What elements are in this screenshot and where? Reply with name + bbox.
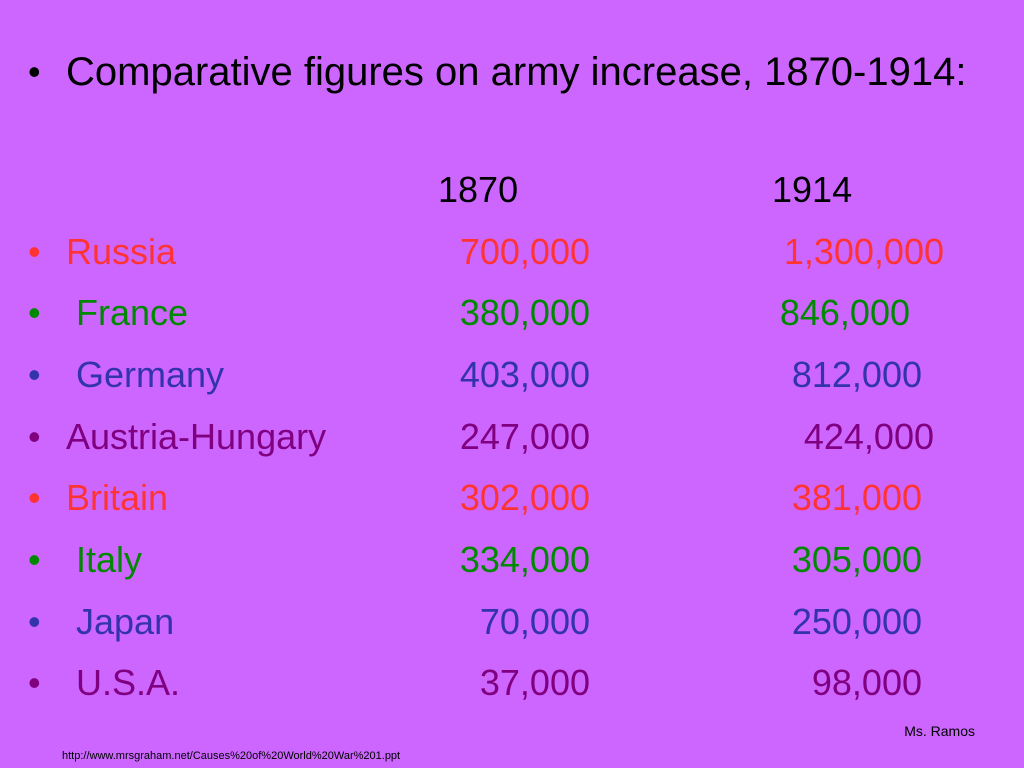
table-row: • Britain 302,000 381,000 — [0, 476, 1024, 528]
value-1914: 98,000 — [811, 662, 922, 703]
table-row: • Russia 700,000 1,300,000 — [0, 230, 1024, 282]
value-1914: 305,000 — [791, 539, 922, 580]
country-name: Germany — [66, 354, 225, 395]
source-url: http://www.mrsgraham.net/Causes%20of%20W… — [62, 750, 401, 762]
country-name: Austria-Hungary — [66, 416, 327, 457]
table-row: • Austria-Hungary 247,000 424,000 — [0, 415, 1024, 467]
table-row: • Italy 334,000 305,000 — [0, 538, 1024, 590]
table-row: • France 380,000 846,000 — [0, 291, 1024, 343]
row-bullet: • — [28, 416, 41, 457]
table-row: • U.S.A. 37,000 98,000 — [0, 661, 1024, 713]
value-1914: 1,300,000 — [783, 231, 944, 272]
country-name: Britain — [66, 477, 169, 518]
author-credit: Ms. Ramos — [904, 723, 975, 739]
row-bullet: • — [28, 662, 41, 703]
row-bullet: • — [28, 601, 41, 642]
value-1870: 37,000 — [479, 662, 590, 703]
row-bullet: • — [28, 231, 41, 272]
value-1870: 247,000 — [459, 416, 590, 457]
value-1914: 812,000 — [791, 354, 922, 395]
row-bullet: • — [28, 539, 41, 580]
value-1914: 424,000 — [803, 416, 934, 457]
value-1870: 302,000 — [459, 477, 590, 518]
value-1914: 250,000 — [791, 601, 922, 642]
value-1870: 334,000 — [459, 539, 590, 580]
title-bullet: • — [28, 51, 41, 92]
table-row: • Germany 403,000 812,000 — [0, 353, 1024, 405]
country-name: Japan — [66, 601, 175, 642]
table-row: • Japan 70,000 250,000 — [0, 600, 1024, 652]
row-bullet: • — [28, 477, 41, 518]
row-bullet: • — [28, 292, 41, 333]
country-name: Russia — [66, 231, 177, 272]
row-bullet: • — [28, 354, 41, 395]
value-1914: 381,000 — [791, 477, 922, 518]
country-name: Italy — [66, 539, 143, 580]
slide-title: Comparative figures on army increase, 18… — [66, 50, 967, 94]
value-1870: 700,000 — [459, 231, 590, 272]
country-name: U.S.A. — [66, 662, 181, 703]
country-name: France — [66, 292, 189, 333]
value-1870: 70,000 — [479, 601, 590, 642]
value-1870: 403,000 — [459, 354, 590, 395]
header-1914: 1914 — [772, 169, 853, 210]
value-1914: 846,000 — [779, 292, 910, 333]
header-1870: 1870 — [438, 169, 519, 210]
value-1870: 380,000 — [459, 292, 590, 333]
